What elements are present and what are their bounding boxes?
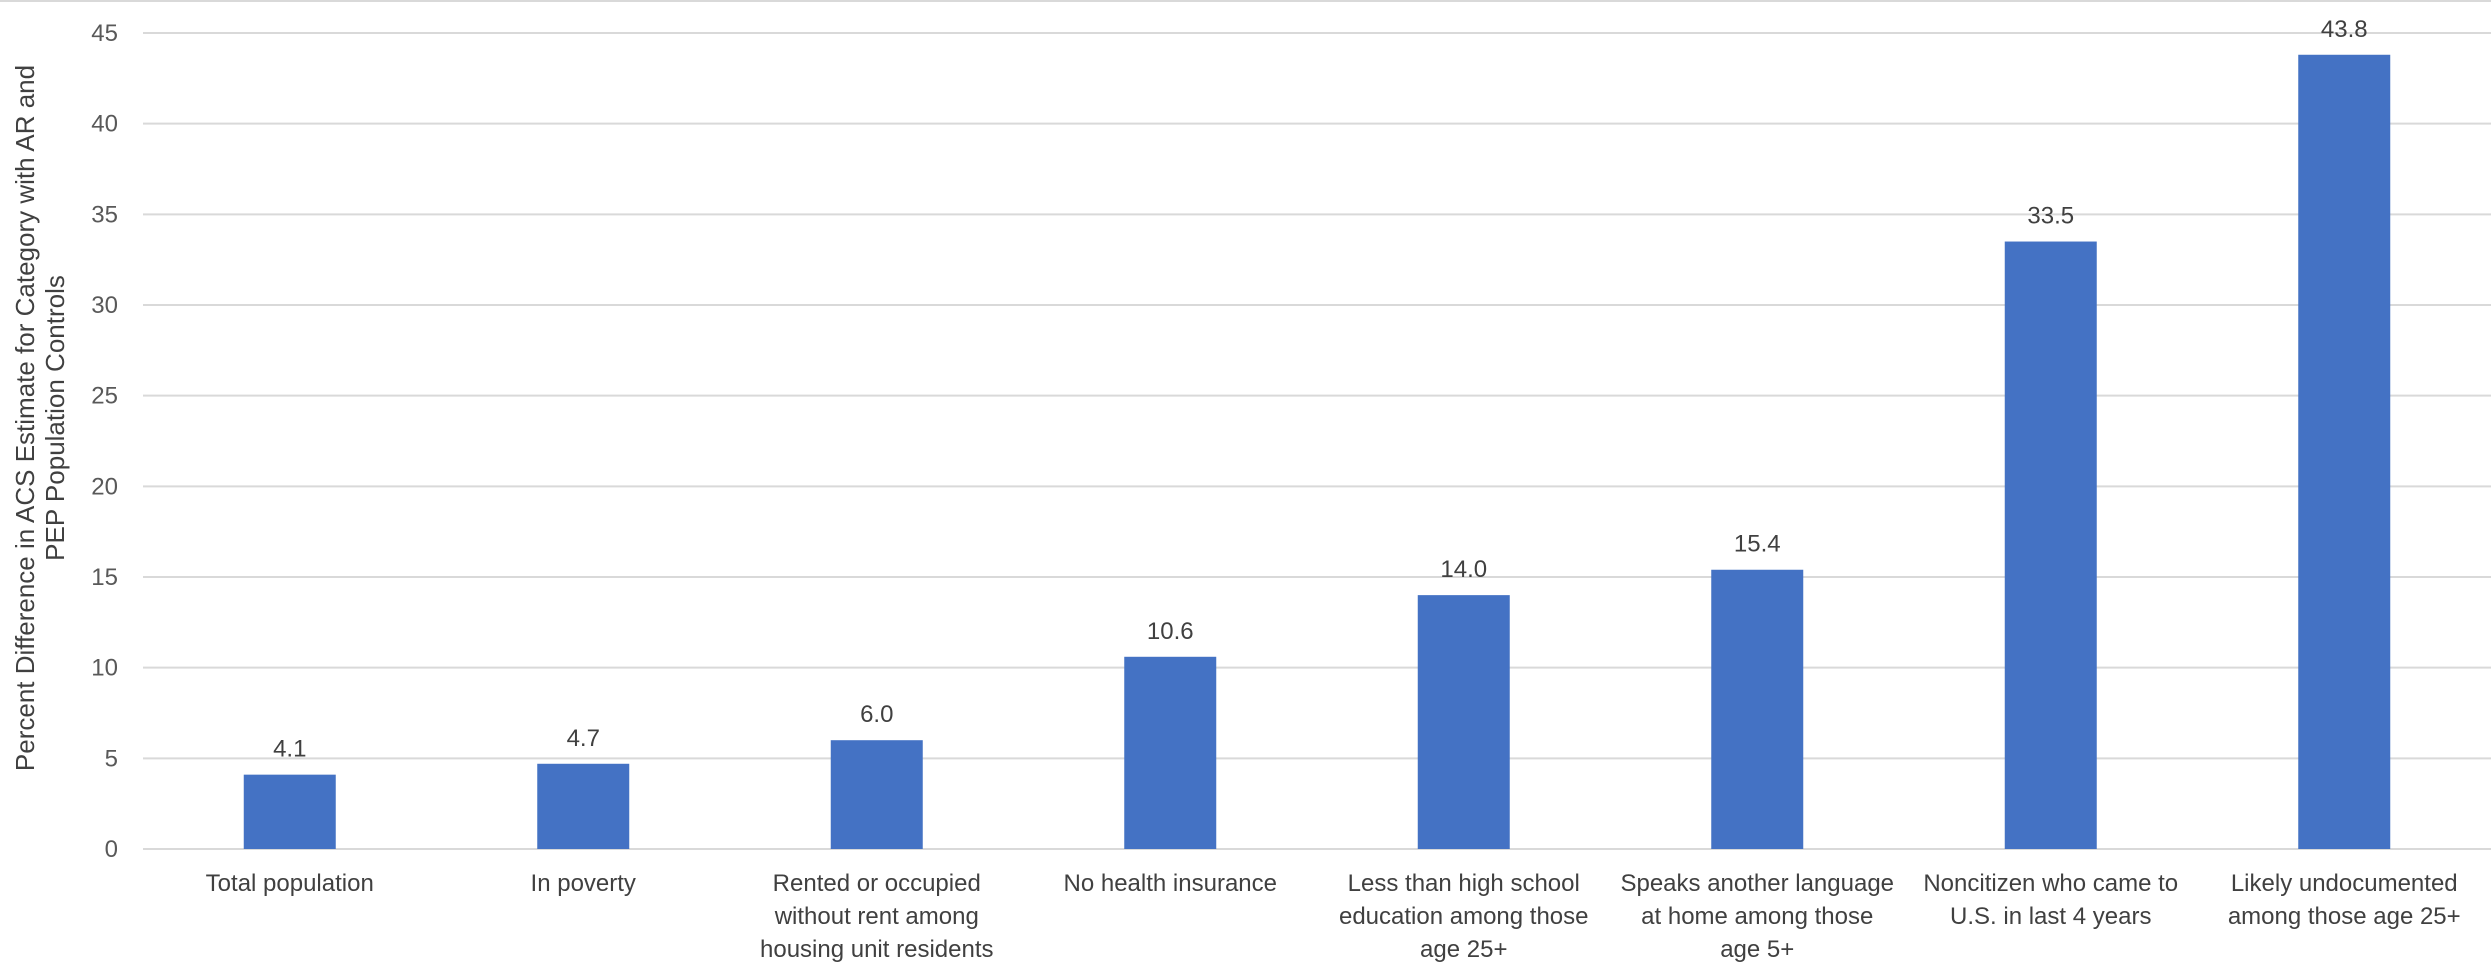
y-tick-label: 20 (91, 473, 118, 500)
category-label-line: Likely undocumented (2231, 870, 2458, 897)
data-label: 15.4 (1734, 531, 1781, 558)
category-label-line: U.S. in last 4 years (1950, 903, 2151, 930)
y-axis-label-line: PEP Population Controls (40, 275, 70, 561)
category-label-line: among those age 25+ (2228, 903, 2461, 930)
data-labels: 4.1 4.7 6.0 10.6 14.0 15.4 33.5 43.8 (273, 16, 2368, 763)
category-label: In poverty (531, 870, 636, 897)
y-tick-label: 5 (105, 745, 118, 772)
y-axis-label-line: Percent Difference in ACS Estimate for C… (10, 65, 40, 771)
category-label: Noncitizen who came to U.S. in last 4 yea… (1923, 870, 2178, 930)
gridlines (143, 32, 2491, 850)
y-tick-label: 30 (91, 292, 118, 319)
y-tick-label: 0 (105, 836, 118, 863)
category-label: Likely undocumented among those age 25+ (2228, 870, 2461, 930)
category-label-line: at home among those (1641, 903, 1873, 930)
y-tick-label: 15 (91, 564, 118, 591)
category-labels: Total population In poverty Rented or occu… (206, 870, 2461, 963)
category-label: Speaks another language at home among tho… (1620, 870, 1894, 963)
category-label-line: education among those (1339, 903, 1589, 930)
category-label-line: Speaks another language (1620, 870, 1894, 897)
y-axis-label: Percent Difference in ACS Estimate for C… (10, 65, 70, 771)
category-label-line: age 25+ (1420, 936, 1507, 963)
category-label-line: No health insurance (1064, 870, 1277, 897)
bar (1124, 656, 1217, 849)
category-label-line: Noncitizen who came to (1923, 870, 2178, 897)
data-label: 33.5 (2027, 203, 2074, 230)
y-tick-label: 25 (91, 383, 118, 410)
category-label: No health insurance (1064, 870, 1277, 897)
bar (1711, 569, 1804, 849)
bar (2004, 241, 2097, 850)
bar (2298, 54, 2391, 849)
category-label: Rented or occupied without rent among hous… (760, 870, 993, 963)
category-label: Total population (206, 870, 374, 897)
category-label-line: Less than high school (1348, 870, 1580, 897)
data-label: 43.8 (2321, 16, 2368, 43)
category-label-line: housing unit residents (760, 936, 993, 963)
category-label-line: In poverty (531, 870, 636, 897)
data-label: 6.0 (860, 701, 893, 728)
category-label-line: without rent among (774, 903, 979, 930)
data-label: 10.6 (1147, 618, 1194, 645)
bar (830, 740, 923, 849)
data-label: 4.1 (273, 736, 306, 763)
bar (1417, 595, 1510, 849)
category-label-line: Rented or occupied (773, 870, 981, 897)
y-tick-label: 45 (91, 20, 118, 47)
category-label-line: Total population (206, 870, 374, 897)
y-tick-label: 35 (91, 201, 118, 228)
category-label-line: age 5+ (1720, 936, 1794, 963)
bar (243, 774, 336, 849)
y-axis-ticks: 0 5 10 15 20 25 30 35 40 45 (91, 20, 118, 863)
data-label: 14.0 (1440, 556, 1487, 583)
category-label: Less than high school education among tho… (1339, 870, 1589, 963)
y-tick-label: 10 (91, 655, 118, 682)
data-label: 4.7 (567, 725, 600, 752)
y-tick-label: 40 (91, 111, 118, 138)
bar (537, 763, 630, 849)
bars (243, 54, 2391, 850)
